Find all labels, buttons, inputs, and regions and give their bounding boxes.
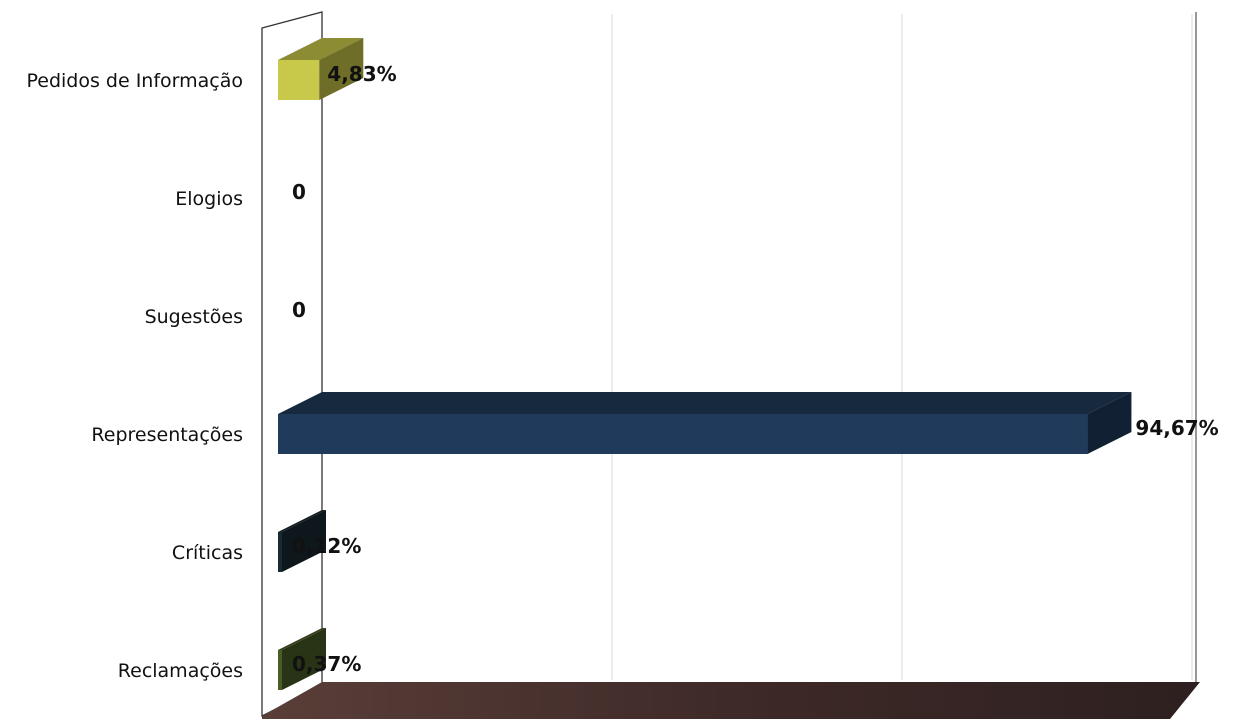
bars-group bbox=[278, 38, 1132, 690]
bar bbox=[278, 532, 282, 572]
category-label: Reclamações bbox=[118, 660, 243, 682]
bar bbox=[278, 414, 1088, 454]
bar bbox=[278, 60, 320, 100]
data-label: 0,12% bbox=[292, 534, 361, 558]
chart-floor bbox=[262, 682, 1200, 719]
bar-top-face bbox=[278, 628, 326, 650]
bar-top-face bbox=[278, 392, 1132, 414]
bar-end-face bbox=[1087, 392, 1132, 454]
category-label: Sugestões bbox=[145, 306, 243, 328]
category-label: Representações bbox=[91, 424, 243, 446]
bar-end-face bbox=[282, 628, 326, 690]
data-label: 0,37% bbox=[292, 652, 361, 676]
category-label: Pedidos de Informação bbox=[26, 70, 243, 92]
data-label: 0 bbox=[292, 298, 306, 322]
bar-top-face bbox=[278, 38, 364, 60]
category-label: Elogios bbox=[175, 188, 243, 210]
side-wall bbox=[261, 11, 323, 718]
data-label: 4,83% bbox=[327, 62, 396, 86]
bar-end-face bbox=[282, 510, 326, 572]
category-label: Críticas bbox=[172, 542, 243, 564]
labels-group: Pedidos de Informação 4,83% Elogios 0 Sugest… bbox=[26, 62, 1218, 682]
bar bbox=[278, 650, 282, 690]
data-label: 0 bbox=[292, 180, 306, 204]
bar-top-face bbox=[278, 510, 326, 532]
chart-frame bbox=[261, 11, 1200, 719]
data-label: 94,67% bbox=[1135, 416, 1218, 440]
bar-end-face bbox=[319, 38, 364, 100]
